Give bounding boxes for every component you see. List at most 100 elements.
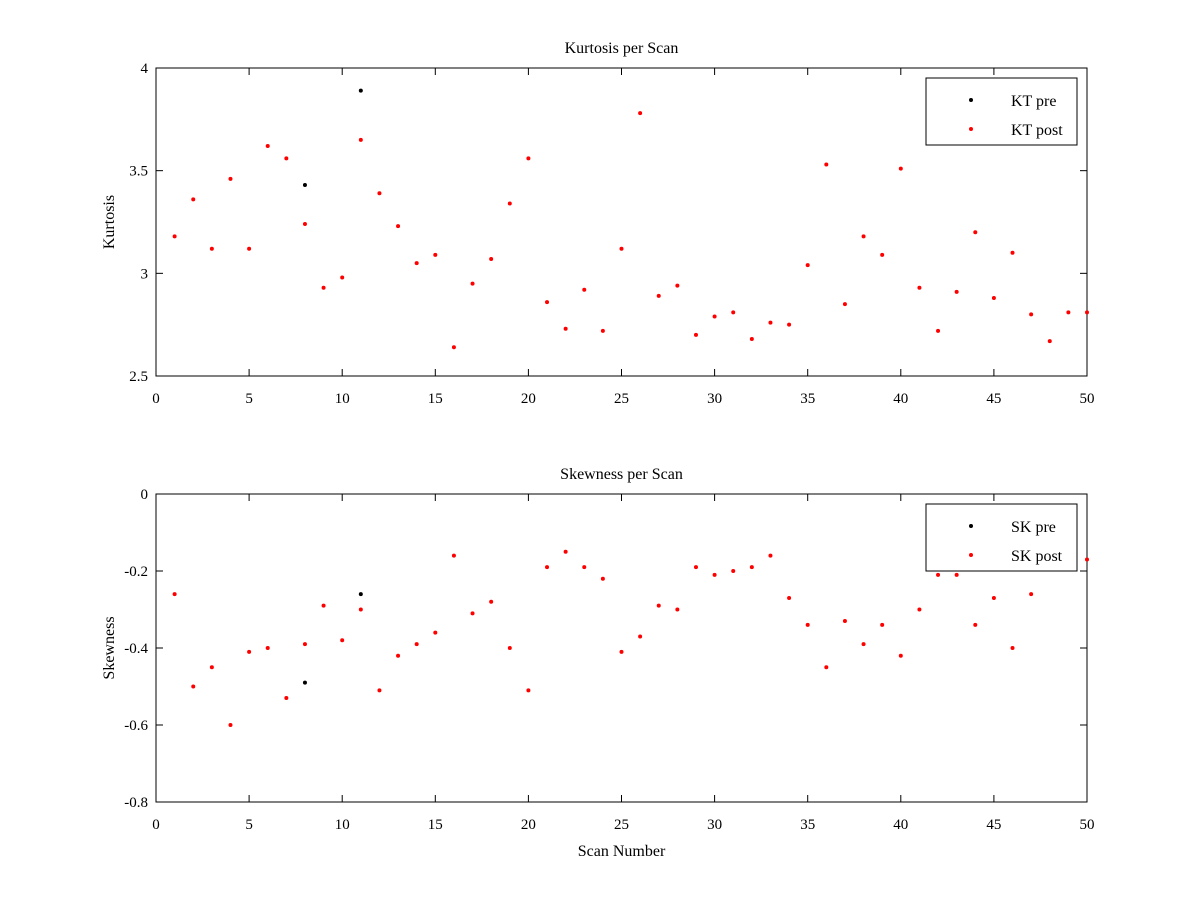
data-point bbox=[507, 201, 512, 206]
data-point bbox=[749, 565, 754, 570]
data-point bbox=[396, 224, 401, 229]
legend-label: KT pre bbox=[1011, 93, 1056, 110]
data-point bbox=[265, 646, 270, 650]
x-tick-label: 35 bbox=[800, 817, 815, 833]
data-point bbox=[377, 688, 382, 693]
data-point bbox=[824, 665, 829, 670]
data-point bbox=[321, 285, 326, 290]
x-tick-label: 5 bbox=[245, 817, 253, 833]
data-point bbox=[731, 569, 736, 573]
x-tick-label: 30 bbox=[707, 817, 722, 833]
y-tick-label: -0.6 bbox=[124, 718, 148, 734]
y-axis-label: Kurtosis bbox=[101, 195, 118, 249]
data-point bbox=[619, 649, 624, 654]
legend-marker bbox=[969, 127, 973, 131]
data-point bbox=[1010, 646, 1015, 650]
y-tick-label: -0.4 bbox=[124, 641, 148, 657]
data-point bbox=[358, 137, 363, 142]
x-tick-label: 10 bbox=[335, 391, 350, 407]
legend-label: SK pre bbox=[1011, 519, 1056, 536]
data-point bbox=[1029, 312, 1034, 317]
data-point bbox=[712, 314, 717, 319]
data-point bbox=[824, 162, 829, 167]
data-point bbox=[675, 607, 680, 612]
data-point bbox=[656, 293, 661, 298]
data-point bbox=[191, 197, 196, 202]
data-point bbox=[991, 595, 996, 600]
data-point bbox=[638, 634, 643, 639]
data-point bbox=[526, 688, 531, 693]
data-point bbox=[898, 653, 903, 658]
y-tick-label: 3.5 bbox=[129, 164, 148, 180]
data-point bbox=[526, 156, 531, 161]
y-tick-label: 2.5 bbox=[129, 369, 148, 385]
x-tick-label: 0 bbox=[152, 817, 160, 833]
data-point bbox=[358, 592, 363, 597]
x-tick-label: 15 bbox=[428, 817, 443, 833]
data-point bbox=[451, 345, 456, 350]
x-tick-label: 25 bbox=[614, 391, 629, 407]
data-point bbox=[563, 326, 568, 331]
data-point bbox=[936, 328, 941, 333]
data-point bbox=[917, 285, 922, 290]
x-tick-label: 45 bbox=[986, 391, 1001, 407]
data-point bbox=[172, 234, 177, 239]
data-point bbox=[805, 263, 810, 268]
data-point bbox=[954, 289, 959, 294]
legend-box bbox=[925, 503, 1078, 572]
y-axis-label: Skewness bbox=[101, 616, 118, 679]
data-point bbox=[693, 332, 698, 337]
y-tick-label: 3 bbox=[141, 266, 149, 282]
data-point bbox=[731, 310, 736, 315]
data-point bbox=[973, 230, 978, 235]
data-point bbox=[247, 246, 252, 251]
data-point bbox=[768, 553, 773, 558]
data-point bbox=[842, 302, 847, 307]
x-tick-label: 50 bbox=[1080, 817, 1095, 833]
data-point bbox=[433, 630, 438, 635]
data-point bbox=[340, 638, 345, 643]
x-tick-label: 0 bbox=[152, 391, 160, 407]
data-point bbox=[358, 88, 363, 93]
legend-label: KT post bbox=[1011, 122, 1063, 139]
x-tick-label: 20 bbox=[521, 817, 536, 833]
x-tick-label: 5 bbox=[245, 391, 253, 407]
data-point bbox=[954, 572, 959, 577]
data-point bbox=[470, 281, 475, 286]
data-point bbox=[396, 653, 401, 658]
chart-title: Kurtosis per Scan bbox=[565, 40, 679, 57]
data-point bbox=[656, 603, 661, 608]
data-point bbox=[973, 622, 978, 627]
x-tick-label: 30 bbox=[707, 391, 722, 407]
data-point bbox=[842, 619, 847, 624]
data-point bbox=[172, 592, 177, 597]
x-tick-label: 10 bbox=[335, 817, 350, 833]
data-point bbox=[489, 599, 494, 604]
data-point bbox=[284, 696, 289, 701]
data-point bbox=[302, 222, 307, 227]
data-point bbox=[1047, 339, 1052, 344]
data-point bbox=[302, 183, 307, 188]
data-point bbox=[1029, 592, 1034, 597]
data-point bbox=[917, 607, 922, 612]
data-point bbox=[433, 252, 438, 257]
x-tick-label: 40 bbox=[893, 817, 908, 833]
data-point bbox=[861, 234, 866, 239]
data-point bbox=[247, 649, 252, 654]
data-point bbox=[321, 603, 326, 608]
data-point bbox=[898, 166, 903, 171]
data-point bbox=[861, 642, 866, 647]
legend-box bbox=[925, 77, 1078, 146]
legend-marker bbox=[969, 98, 973, 102]
data-point bbox=[377, 191, 382, 196]
legend-marker bbox=[969, 524, 973, 528]
data-point bbox=[228, 723, 233, 727]
x-tick-label: 45 bbox=[986, 817, 1001, 833]
data-point bbox=[414, 642, 419, 647]
data-point bbox=[936, 572, 941, 577]
data-point bbox=[209, 665, 214, 670]
data-point bbox=[358, 607, 363, 612]
y-tick-label: 0 bbox=[141, 487, 149, 503]
data-point bbox=[880, 622, 885, 627]
